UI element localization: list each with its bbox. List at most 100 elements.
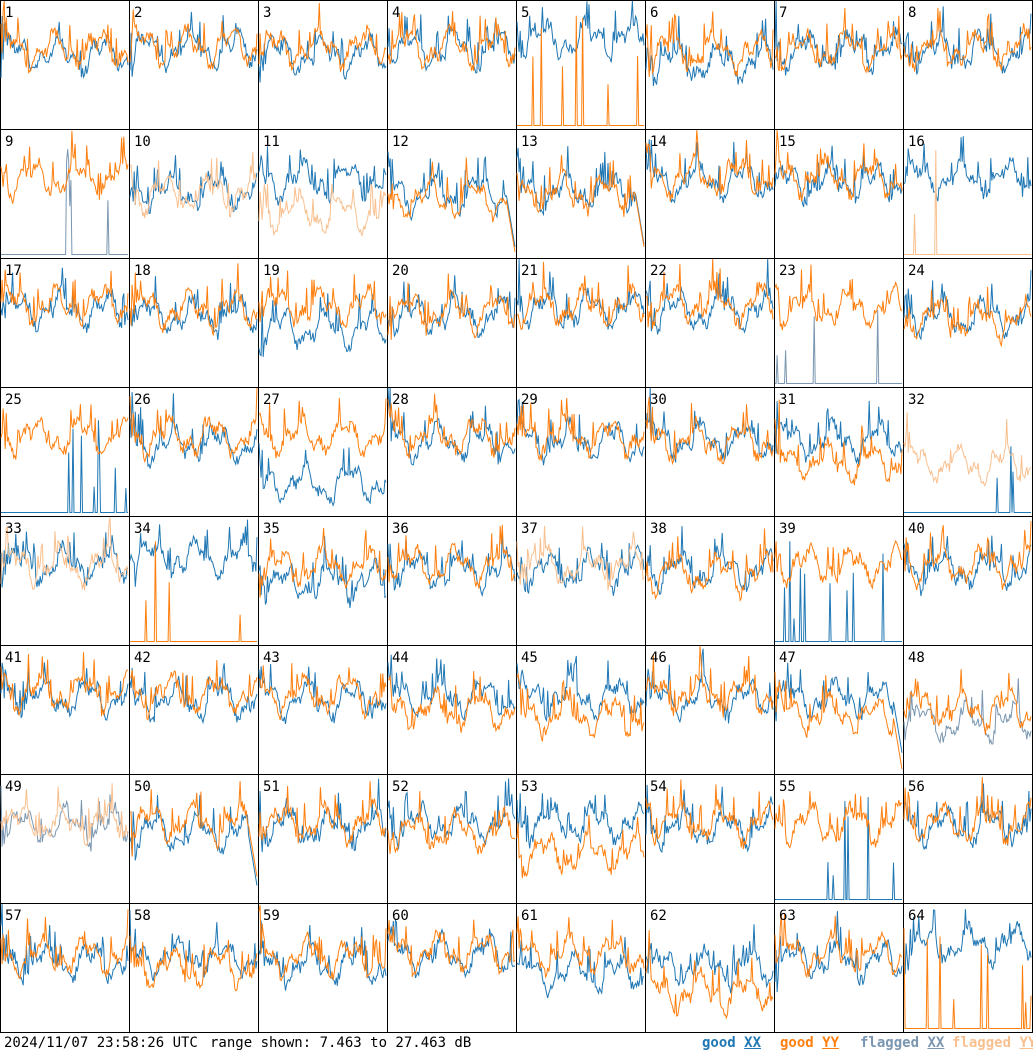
panel-frame <box>129 129 259 259</box>
trace-xx-good <box>903 909 1032 975</box>
panel-frame <box>774 903 904 1033</box>
panel-47: 47 <box>774 645 904 775</box>
panel-1: 1 <box>0 0 130 130</box>
panel-label: 33 <box>5 521 22 537</box>
panel-19: 19 <box>258 258 388 388</box>
trace-yy-good <box>387 524 516 589</box>
trace-yy-good <box>387 273 516 340</box>
panel-39: 39 <box>774 516 904 646</box>
panel-label: 25 <box>5 392 22 408</box>
panel-label: 8 <box>908 5 916 21</box>
trace-yy-good <box>0 404 129 460</box>
trace-xx-good <box>258 663 387 725</box>
trace-xx-good <box>387 654 516 722</box>
panel-37: 37 <box>516 516 646 646</box>
panel-17: 17 <box>0 258 130 388</box>
trace-yy-good <box>129 387 258 464</box>
trace-yy-good <box>129 263 258 337</box>
panel-label: 63 <box>779 908 796 924</box>
trace-yy-good <box>258 397 387 459</box>
trace-xx-good <box>258 146 387 206</box>
trace-yy-good <box>774 129 903 202</box>
trace-yy-good <box>129 935 258 992</box>
trace-yy-good <box>516 672 645 742</box>
panel-frame <box>774 129 904 259</box>
panel-label: 38 <box>650 521 667 537</box>
panel-label: 5 <box>521 5 529 21</box>
trace-yy-good <box>517 15 644 126</box>
panel-57: 57 <box>0 903 130 1033</box>
panel-20: 20 <box>387 258 517 388</box>
panel-22: 22 <box>645 258 775 388</box>
panel-label: 42 <box>134 650 151 666</box>
trace-yy-flagged <box>516 525 645 591</box>
trace-yy-good <box>774 913 903 979</box>
trace-yy-good <box>645 779 774 850</box>
panel-54: 54 <box>645 774 775 904</box>
panel-61: 61 <box>516 903 646 1033</box>
panel-frame <box>774 645 904 775</box>
footer-bar: 2024/11/07 23:58:26 UTC range shown: 7.4… <box>0 1033 1033 1053</box>
trace-yy-good <box>516 155 645 247</box>
panel-frame <box>903 0 1033 130</box>
panel-18: 18 <box>129 258 259 388</box>
panel-12: 12 <box>387 129 517 259</box>
trace-yy-good <box>645 528 774 603</box>
panel-frame <box>516 258 646 388</box>
panel-label: 61 <box>521 908 538 924</box>
trace-xx-good <box>774 662 903 753</box>
trace-xx-good <box>645 784 774 854</box>
trace-xx-good <box>129 155 258 214</box>
panel-label: 17 <box>5 263 22 279</box>
panel-frame <box>645 645 775 775</box>
trace-xx-good <box>903 6 1032 75</box>
legend-status: good <box>780 1035 814 1051</box>
panel-label: 13 <box>521 134 538 150</box>
panel-label: 2 <box>134 5 142 21</box>
panel-40: 40 <box>903 516 1033 646</box>
panel-label: 24 <box>908 263 925 279</box>
trace-yy-good <box>258 270 387 329</box>
trace-yy-good <box>774 671 903 770</box>
panel-27: 27 <box>258 387 388 517</box>
trace-yy-flagged <box>258 183 387 237</box>
panel-frame <box>774 258 904 388</box>
panel-frame <box>129 645 259 775</box>
panel-frame <box>774 774 904 904</box>
panel-label: 34 <box>134 521 151 537</box>
panel-9: 9 <box>0 129 130 259</box>
panel-label: 37 <box>521 521 538 537</box>
trace-xx-flagged <box>903 678 1032 745</box>
trace-yy-flagged <box>129 152 258 219</box>
trace-xx-good <box>258 778 387 853</box>
legend-flagged-xx: flagged XX <box>860 1035 944 1051</box>
panel-label: 50 <box>134 779 151 795</box>
panel-frame <box>516 0 646 130</box>
trace-yy-good <box>903 7 1032 72</box>
panel-35: 35 <box>258 516 388 646</box>
trace-yy-good <box>774 791 903 849</box>
panel-13: 13 <box>516 129 646 259</box>
trace-yy-good <box>258 2 387 72</box>
trace-yy-good <box>0 269 129 327</box>
panel-label: 56 <box>908 779 925 795</box>
panel-label: 46 <box>650 650 667 666</box>
panel-11: 11 <box>258 129 388 259</box>
trace-yy-good <box>0 909 129 980</box>
trace-yy-good <box>0 652 129 717</box>
panel-label: 59 <box>263 908 280 924</box>
legend-status: flagged <box>860 1035 920 1051</box>
panel-label: 22 <box>650 263 667 279</box>
trace-xx-good <box>904 446 1031 513</box>
trace-xx-good <box>645 139 774 204</box>
panel-label: 3 <box>263 5 271 21</box>
panel-label: 64 <box>908 908 925 924</box>
trace-xx-good <box>775 797 902 900</box>
trace-yy-good <box>258 905 387 982</box>
trace-xx-good <box>387 919 516 979</box>
panel-23: 23 <box>774 258 904 388</box>
panel-label: 55 <box>779 779 796 795</box>
panel-45: 45 <box>516 645 646 775</box>
trace-xx-good <box>0 903 129 986</box>
trace-yy-good <box>258 663 387 721</box>
